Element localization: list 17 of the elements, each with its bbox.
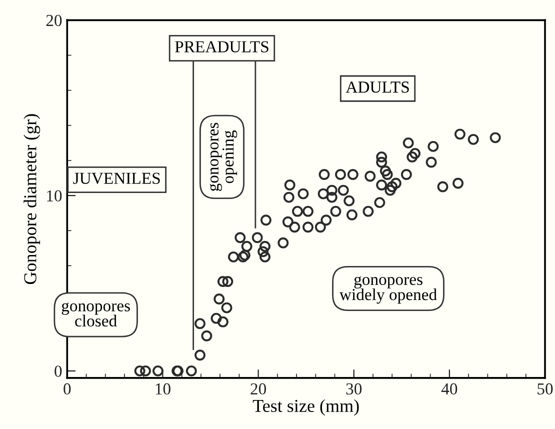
x-tick-label: 0 — [64, 383, 71, 395]
annotation: JUVENILES — [73, 172, 160, 184]
y-tick-label: 20 — [46, 14, 62, 26]
x-tick-label: 10 — [156, 383, 170, 395]
x-tick-label: 50 — [538, 383, 553, 395]
annotation: PREADULTS — [175, 41, 268, 52]
y-axis-title: Gonopore diameter (gr) — [24, 114, 40, 284]
x-tick-label: 40 — [441, 383, 458, 395]
annotation: ADULTS — [346, 82, 409, 93]
annotation: gonopores closed — [62, 302, 130, 327]
annotation: gonopores widely opened — [339, 276, 437, 304]
x-axis-title: Test size (mm) — [252, 399, 359, 416]
x-tick-label: 30 — [346, 383, 362, 395]
x-tick-label: 20 — [250, 383, 266, 395]
annotation: gonopores opening — [210, 122, 238, 191]
y-tick-label: 0 — [54, 366, 62, 377]
y-tick-label: 10 — [47, 190, 62, 202]
